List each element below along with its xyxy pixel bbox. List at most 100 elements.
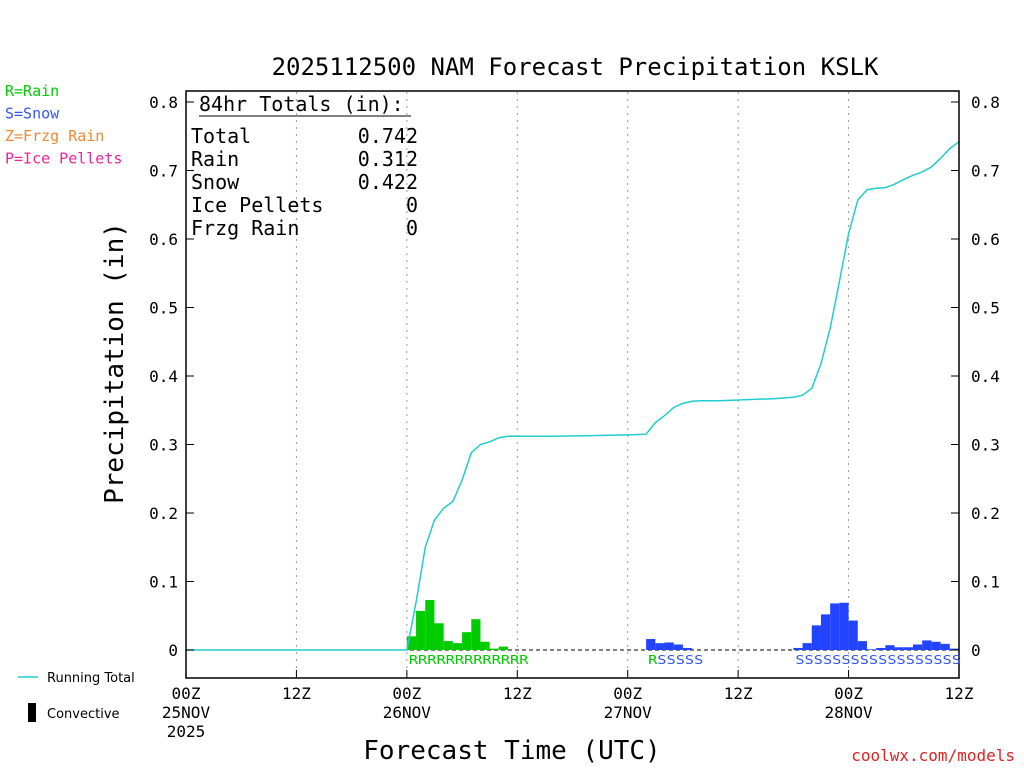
y-tick-label-right: 0	[971, 641, 981, 660]
snow-bar-55h	[682, 647, 693, 650]
snow-bar-81h	[922, 640, 932, 650]
y-tick-label-left: 0.3	[149, 436, 178, 455]
snow-bar-74h	[857, 641, 867, 650]
x-tick-label: 00Z	[834, 684, 863, 703]
snow-bar-83h	[940, 643, 950, 650]
totals-row-label: Snow	[191, 170, 240, 194]
totals-row-label: Frzg Rain	[191, 216, 299, 240]
legend-item: P=Ice Pellets	[5, 150, 122, 168]
totals-row-value: 0.422	[358, 170, 418, 194]
axes: 0 00.1 0.10.2 0.20.3 0.30.4 0.40.5 0.50.6 0.60.…	[149, 90, 1000, 741]
totals-row-label: Rain	[191, 147, 239, 171]
rain-bar-28h	[434, 623, 444, 650]
legend-item: Z=Frzg Rain	[5, 127, 104, 145]
snow-bar-75h	[866, 649, 877, 650]
y-tick-label-left: 0.6	[149, 230, 178, 249]
totals-header: 84hr Totals (in):	[199, 92, 404, 116]
ptype-strings: RRRRRRRRRRRRR R SSSSS SSSSSSSSSSSSSSSSSS	[409, 652, 961, 667]
y-tick-label-right: 0.5	[971, 299, 1000, 318]
y-tick-label-left: 0.2	[149, 504, 178, 523]
snow-bar-82h	[931, 641, 941, 650]
y-tick-label-right: 0.8	[971, 93, 1000, 112]
x-tick-label: 2025	[167, 722, 206, 741]
credit-text: coolwx.com/models	[851, 746, 1015, 765]
totals-box: 84hr Totals (in): Total 0.742 Rain 0.312 Snow…	[191, 92, 418, 240]
snow-bar-69h	[811, 625, 821, 650]
y-tick-label-left: 0.5	[149, 299, 178, 318]
plot-frame	[185, 90, 960, 679]
rain-bar-34h	[489, 648, 499, 650]
x-tick-label: 12Z	[724, 684, 753, 703]
x-tick-label: 00Z	[613, 684, 642, 703]
y-tick-label-left: 0.1	[149, 573, 178, 592]
convective-swatch	[28, 703, 36, 722]
x-tick-label: 12Z	[282, 684, 311, 703]
rain-bar-26h	[416, 610, 426, 650]
x-tick-label: 12Z	[503, 684, 532, 703]
y-tick-label-right: 0.6	[971, 230, 1000, 249]
snow-bar-67h	[793, 647, 803, 650]
snow-bar-51h	[646, 639, 656, 650]
snow-bar-53h	[664, 642, 674, 650]
snow-bar-79h	[903, 647, 913, 650]
bar-series	[406, 599, 959, 650]
rain-bar-35h	[498, 646, 509, 650]
chart-title: 2025112500 NAM Forecast Precipitation KS…	[272, 53, 879, 81]
rain-bar-30h	[452, 643, 463, 650]
y-axis-label: Precipitation (in)	[100, 222, 130, 504]
x-tick-label: 26NOV	[383, 703, 432, 722]
x-axis-label: Forecast Time (UTC)	[363, 736, 660, 766]
totals-row-value: 0	[406, 193, 418, 217]
x-tick-label: 00Z	[172, 684, 201, 703]
rain-bar-32h	[471, 619, 481, 650]
x-tick-label: 12Z	[945, 684, 974, 703]
rain-bar-31h	[462, 632, 472, 650]
snow-bar-71h	[830, 603, 840, 650]
rain-bar-27h	[425, 599, 435, 650]
totals-row-value: 0	[406, 216, 418, 240]
x-tick-label: 28NOV	[824, 703, 873, 722]
snow-bar-70h	[820, 614, 831, 650]
totals-row-value: 0.742	[358, 124, 418, 148]
snow-bar-76h	[876, 647, 886, 650]
legend-item: S=Snow	[5, 105, 60, 123]
snow-bar-77h	[885, 645, 895, 650]
snow-bar-80h	[912, 644, 923, 650]
y-tick-label-right: 0.2	[971, 504, 1000, 523]
legend-item: R=Rain	[5, 82, 59, 100]
snow-bar-84h	[949, 648, 959, 650]
convective-label: Convective	[47, 707, 120, 722]
ptype-string: R	[648, 652, 658, 667]
y-tick-label-left: 0.4	[149, 367, 178, 386]
running-total-label: Running Total	[47, 671, 135, 686]
y-tick-label-right: 0.4	[971, 367, 1000, 386]
y-tick-label-right: 0.1	[971, 573, 1000, 592]
y-tick-label-left: 0.7	[149, 162, 178, 181]
ptype-string: SSSSSSSSSSSSSSSSSS	[795, 652, 961, 667]
x-tick-label: 27NOV	[604, 703, 653, 722]
rain-bar-33h	[480, 641, 490, 650]
x-tick-label: 00Z	[392, 684, 421, 703]
rain-bar-29h	[443, 641, 453, 650]
y-tick-label-right: 0.3	[971, 436, 1000, 455]
y-tick-label-right: 0.7	[971, 162, 1000, 181]
x-tick-label: 25NOV	[162, 703, 211, 722]
snow-bar-72h	[839, 602, 849, 650]
running-total-series	[186, 141, 960, 651]
snow-bar-52h	[655, 643, 665, 650]
running-total-line	[186, 141, 960, 651]
snow-bar-73h	[848, 620, 858, 650]
y-tick-label-left: 0.8	[149, 93, 178, 112]
legend: R=Rain S=Snow Z=Frzg Rain P=Ice Pellets Runn…	[5, 82, 135, 722]
ptype-string: SSSSS	[657, 652, 703, 667]
totals-row-label: Total	[191, 124, 251, 148]
y-tick-label-left: 0	[168, 641, 178, 660]
snow-bar-78h	[894, 647, 904, 650]
totals-row-value: 0.312	[358, 147, 418, 171]
snow-bar-68h	[802, 643, 812, 650]
ptype-string: RRRRRRRRRRRRR	[409, 652, 529, 667]
totals-row-label: Ice Pellets	[191, 193, 323, 217]
rain-bar-25h	[406, 636, 417, 650]
snow-bar-54h	[673, 644, 683, 650]
